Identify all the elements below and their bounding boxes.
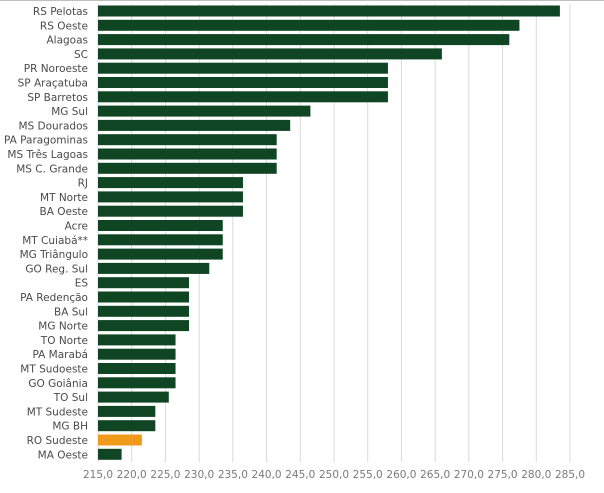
bar-ro-sudeste: [98, 434, 142, 446]
category-label-sp-barretos: SP Barretos: [27, 92, 88, 104]
x-tick-label: 275,0: [488, 469, 518, 481]
category-label-rs-oeste: RS Oeste: [40, 20, 88, 32]
category-label-alagoas: Alagoas: [46, 35, 88, 47]
category-label-mt-cuiaba: MT Cuiabá**: [22, 235, 88, 247]
category-label-acre: Acre: [65, 221, 88, 233]
category-label-pa-paragominas: PA Paragominas: [4, 135, 88, 147]
bar-rj: [98, 177, 243, 189]
category-label-ro-sudeste: RO Sudeste: [27, 435, 88, 447]
bar-es: [98, 277, 190, 289]
x-tick-label: 225,0: [150, 469, 180, 481]
bars: [98, 5, 560, 460]
bar-sc: [98, 48, 442, 60]
x-tick-label: 235,0: [218, 469, 248, 481]
category-label-ms-tres-lagoas: MS Três Lagoas: [7, 149, 88, 161]
category-label-mg-bh: MG BH: [52, 421, 88, 433]
bar-pr-noroeste: [98, 62, 388, 74]
bar-acre: [98, 220, 223, 231]
x-tick-label: 260,0: [386, 469, 416, 481]
bar-pa-paragominas: [98, 134, 277, 146]
bar-mg-sul: [98, 105, 311, 117]
category-label-ms-dourados: MS Dourados: [18, 120, 88, 132]
category-label-pa-maraba: PA Marabá: [32, 349, 88, 361]
x-tick-label: 280,0: [521, 469, 551, 481]
category-label-ms-c-grande: MS C. Grande: [16, 163, 88, 175]
category-label-to-sul: TO Sul: [53, 392, 88, 404]
bar-ms-c-grande: [98, 162, 277, 174]
x-tick-label: 250,0: [319, 469, 349, 481]
x-tick-label: 265,0: [420, 469, 450, 481]
category-label-go-goiania: GO Goiânia: [28, 378, 88, 390]
bar-go-goiania: [98, 377, 176, 389]
x-tick-label: 285,0: [555, 469, 585, 481]
bar-pa-redencao: [98, 291, 190, 303]
bar-mt-norte: [98, 191, 243, 203]
bar-mt-cuiaba: [98, 234, 223, 246]
bar-sp-aracatuba: [98, 77, 388, 88]
bar-ma-oeste: [98, 448, 122, 460]
category-label-ma-oeste: MA Oeste: [38, 449, 88, 461]
category-label-mg-triangulo: MG Triângulo: [20, 249, 88, 261]
category-label-mg-sul: MG Sul: [51, 106, 88, 118]
category-label-pa-redencao: PA Redenção: [20, 292, 88, 304]
bar-ba-oeste: [98, 205, 243, 217]
bar-mt-sudeste: [98, 405, 156, 417]
bar-mg-bh: [98, 420, 156, 432]
x-tick-label: 245,0: [285, 469, 315, 481]
category-label-go-reg-sul: GO Reg. Sul: [25, 263, 88, 275]
x-tick-label: 240,0: [252, 469, 282, 481]
category-label-mt-sudoeste: MT Sudoeste: [20, 364, 88, 376]
category-label-mg-norte: MG Norte: [38, 321, 88, 333]
bar-ms-dourados: [98, 119, 291, 131]
x-tick-label: 270,0: [454, 469, 484, 481]
bar-mt-sudoeste: [98, 363, 176, 374]
category-labels: RS Pelotas RS Oeste Alagoas SC PR Noroeste SP…: [4, 6, 88, 461]
bar-pa-maraba: [98, 348, 176, 360]
bar-rs-pelotas: [98, 5, 560, 17]
category-label-ba-oeste: BA Oeste: [40, 206, 89, 218]
category-label-ba-sul: BA Sul: [54, 306, 88, 318]
bar-sp-barretos: [98, 91, 388, 103]
bar-ba-sul: [98, 305, 190, 317]
x-tick-label: 255,0: [353, 469, 383, 481]
x-tick-label: 230,0: [184, 469, 214, 481]
bar-go-reg-sul: [98, 262, 210, 274]
category-label-rs-pelotas: RS Pelotas: [33, 6, 88, 18]
category-label-sp-aracatuba: SP Araçatuba: [18, 78, 88, 90]
category-label-rj: RJ: [78, 178, 88, 190]
category-label-to-norte: TO Norte: [40, 335, 88, 347]
bar-mg-norte: [98, 320, 190, 332]
bar-alagoas: [98, 34, 510, 46]
x-tick-label: 220,0: [117, 469, 147, 481]
x-tick-label: 215,0: [83, 469, 113, 481]
bar-to-norte: [98, 334, 176, 346]
category-label-mt-sudeste: MT Sudeste: [27, 406, 88, 418]
category-label-es: ES: [75, 278, 89, 290]
bar-mg-triangulo: [98, 248, 223, 260]
x-axis-tick-labels: 215,0 220,0 225,0 230,0 235,0 240,0 245,0 250,0…: [83, 469, 585, 481]
category-label-sc: SC: [74, 49, 88, 61]
bar-ms-tres-lagoas: [98, 148, 277, 160]
category-label-mt-norte: MT Norte: [40, 192, 88, 204]
bar-rs-oeste: [98, 19, 520, 31]
bar-to-sul: [98, 391, 169, 403]
category-label-pr-noroeste: PR Noroeste: [24, 63, 88, 75]
